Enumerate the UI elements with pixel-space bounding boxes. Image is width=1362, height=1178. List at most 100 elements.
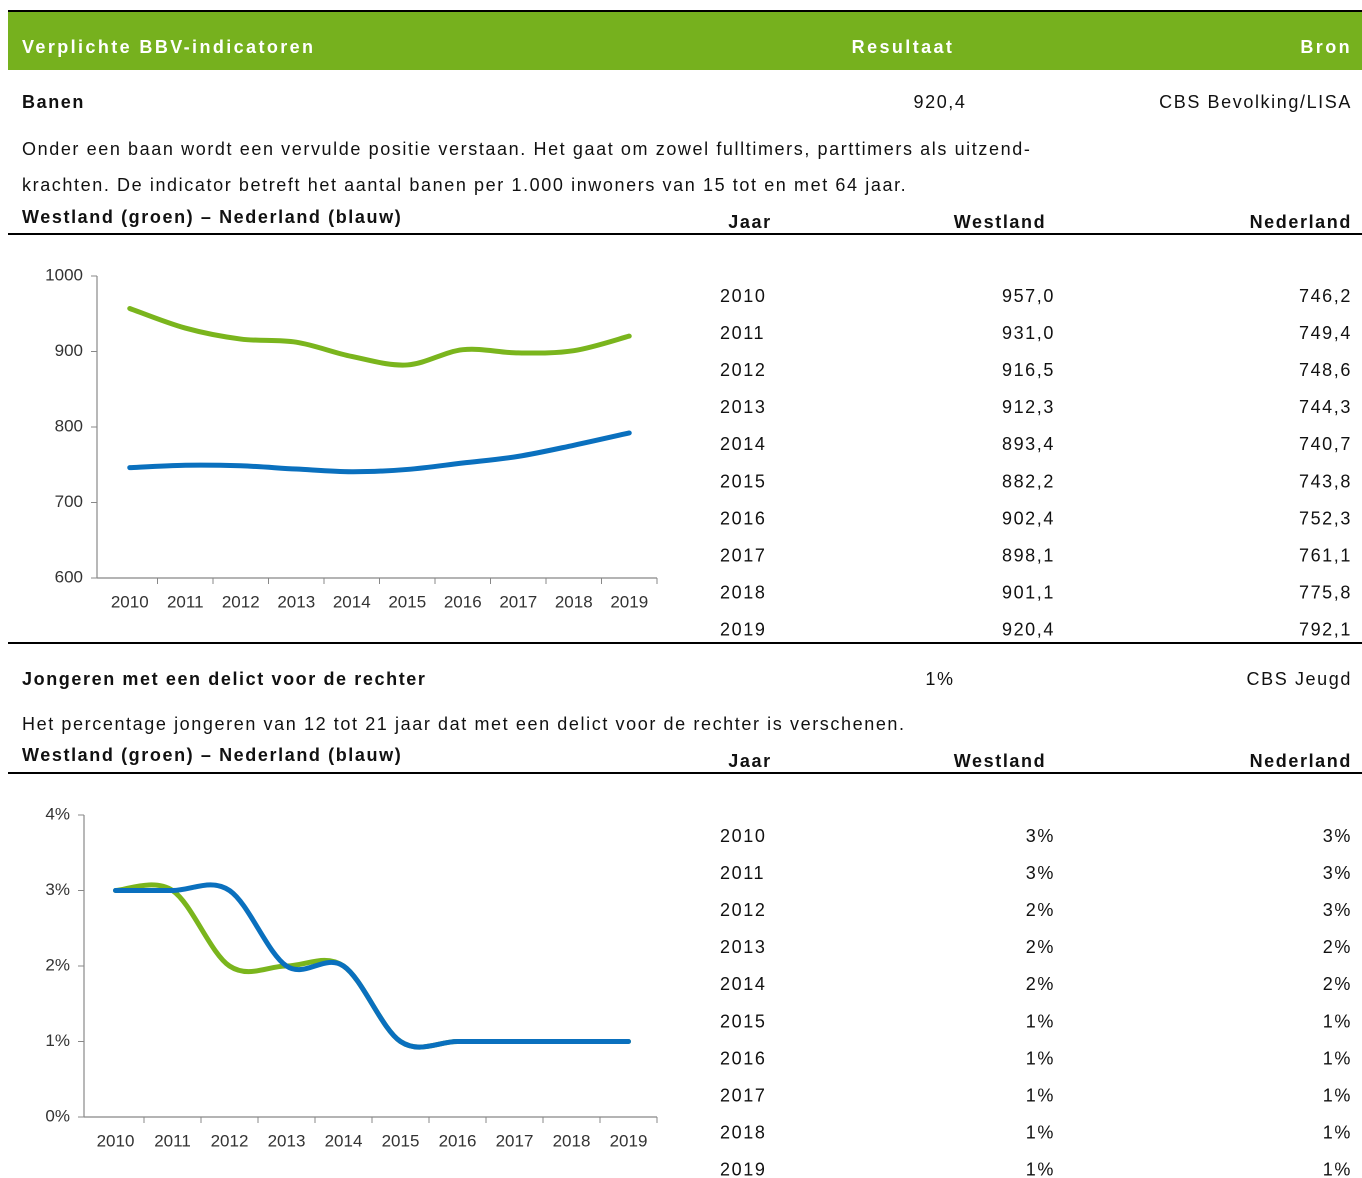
table-cell: 2013	[720, 937, 766, 957]
y-tick-label: 2%	[45, 955, 70, 974]
table-cell: 2018	[720, 1123, 766, 1143]
series-line	[127, 305, 632, 368]
indicator-result: 920,4	[913, 92, 966, 112]
x-tick-label: 2017	[496, 1131, 534, 1150]
x-tick-label: 2018	[555, 592, 593, 611]
x-tick-label: 2017	[499, 592, 537, 611]
table-header: Nederland	[1250, 212, 1352, 232]
table-cell: 957,0	[1002, 286, 1055, 306]
table-cell: 2%	[1026, 937, 1055, 957]
table-cell: 3%	[1323, 863, 1352, 883]
x-tick-label: 2012	[222, 592, 260, 611]
header-result: Resultaat	[852, 37, 955, 57]
indicator-source: CBS Jeugd	[1247, 669, 1352, 689]
table-cell: 740,7	[1299, 434, 1352, 454]
x-tick-label: 2019	[610, 592, 648, 611]
x-tick-label: 2011	[167, 592, 204, 611]
table-cell: 3%	[1026, 863, 1055, 883]
table-cell: 746,2	[1299, 286, 1352, 306]
series-line	[113, 882, 631, 1050]
table-cell: 912,3	[1002, 397, 1055, 417]
table-cell: 748,6	[1299, 360, 1352, 380]
table-cell: 2014	[720, 974, 766, 994]
table-cell: 1%	[1323, 1123, 1352, 1143]
y-tick-label: 4%	[45, 804, 70, 823]
indicator-title: Banen	[22, 92, 85, 112]
table-cell: 882,2	[1002, 471, 1055, 491]
header-source: Bron	[1300, 37, 1352, 57]
table-cell: 902,4	[1002, 508, 1055, 528]
table-cell: 2012	[720, 360, 766, 380]
table-cell: 2014	[720, 434, 766, 454]
table-cell: 931,0	[1002, 323, 1055, 343]
x-tick-label: 2011	[154, 1131, 191, 1150]
indicator-title: Jongeren met een delict voor de rechter	[22, 669, 427, 689]
table-header: Nederland	[1250, 751, 1352, 771]
y-tick-label: 700	[55, 492, 83, 511]
table-cell: 2016	[720, 1048, 766, 1068]
x-tick-label: 2019	[610, 1131, 648, 1150]
table-cell: 901,1	[1002, 583, 1055, 603]
x-tick-label: 2015	[388, 592, 426, 611]
x-tick-label: 2015	[382, 1131, 420, 1150]
table-cell: 2013	[720, 397, 766, 417]
header-bar	[8, 12, 1362, 70]
x-tick-label: 2013	[268, 1131, 306, 1150]
table-cell: 2015	[720, 471, 766, 491]
table-cell: 1%	[1323, 1048, 1352, 1068]
table-cell: 1%	[1323, 1085, 1352, 1105]
table-cell: 2015	[720, 1011, 766, 1031]
table-cell: 2%	[1323, 937, 1352, 957]
table-cell: 1%	[1026, 1085, 1055, 1105]
table-cell: 3%	[1026, 826, 1055, 846]
table-cell: 1%	[1026, 1123, 1055, 1143]
table-cell: 2010	[720, 826, 766, 846]
y-tick-label: 1000	[45, 265, 83, 284]
y-tick-label: 3%	[45, 880, 70, 899]
table-cell: 761,1	[1299, 545, 1352, 565]
table-cell: 1%	[1323, 1160, 1352, 1178]
table-cell: 2011	[720, 323, 765, 343]
description: krachten. De indicator betreft het aanta…	[22, 175, 907, 195]
table-header: Westland	[954, 751, 1046, 771]
x-tick-label: 2010	[97, 1131, 135, 1150]
table-cell: 2019	[720, 620, 766, 640]
table-cell: 2012	[720, 900, 766, 920]
description: Het percentage jongeren van 12 tot 21 ja…	[22, 714, 906, 734]
y-tick-label: 1%	[45, 1031, 70, 1050]
table-cell: 920,4	[1002, 620, 1055, 640]
table-cell: 893,4	[1002, 434, 1055, 454]
x-tick-label: 2016	[444, 592, 482, 611]
table-cell: 2017	[720, 1085, 766, 1105]
table-cell: 2%	[1026, 974, 1055, 994]
x-tick-label: 2016	[439, 1131, 477, 1150]
x-tick-label: 2014	[325, 1131, 363, 1150]
x-tick-label: 2018	[553, 1131, 591, 1150]
table-cell: 3%	[1323, 826, 1352, 846]
table-cell: 2011	[720, 863, 765, 883]
chart-caption: Westland (groen) – Nederland (blauw)	[22, 745, 402, 765]
y-tick-label: 0%	[45, 1106, 70, 1125]
table-cell: 2018	[720, 583, 766, 603]
table-cell: 1%	[1026, 1160, 1055, 1178]
table-cell: 744,3	[1299, 397, 1352, 417]
table-cell: 3%	[1323, 900, 1352, 920]
table-cell: 749,4	[1299, 323, 1352, 343]
table-cell: 792,1	[1299, 620, 1352, 640]
table-cell: 752,3	[1299, 508, 1352, 528]
table-cell: 2%	[1026, 900, 1055, 920]
x-tick-label: 2010	[111, 592, 149, 611]
table-cell: 743,8	[1299, 471, 1352, 491]
table-cell: 1%	[1026, 1011, 1055, 1031]
indicator-result: 1%	[925, 669, 954, 689]
series-line	[113, 882, 631, 1050]
table-header: Jaar	[728, 751, 771, 771]
y-tick-label: 800	[55, 416, 83, 435]
table-cell: 1%	[1323, 1011, 1352, 1031]
table-cell: 2016	[720, 508, 766, 528]
y-tick-label: 600	[55, 567, 83, 586]
table-cell: 2017	[720, 545, 766, 565]
x-tick-label: 2012	[211, 1131, 249, 1150]
